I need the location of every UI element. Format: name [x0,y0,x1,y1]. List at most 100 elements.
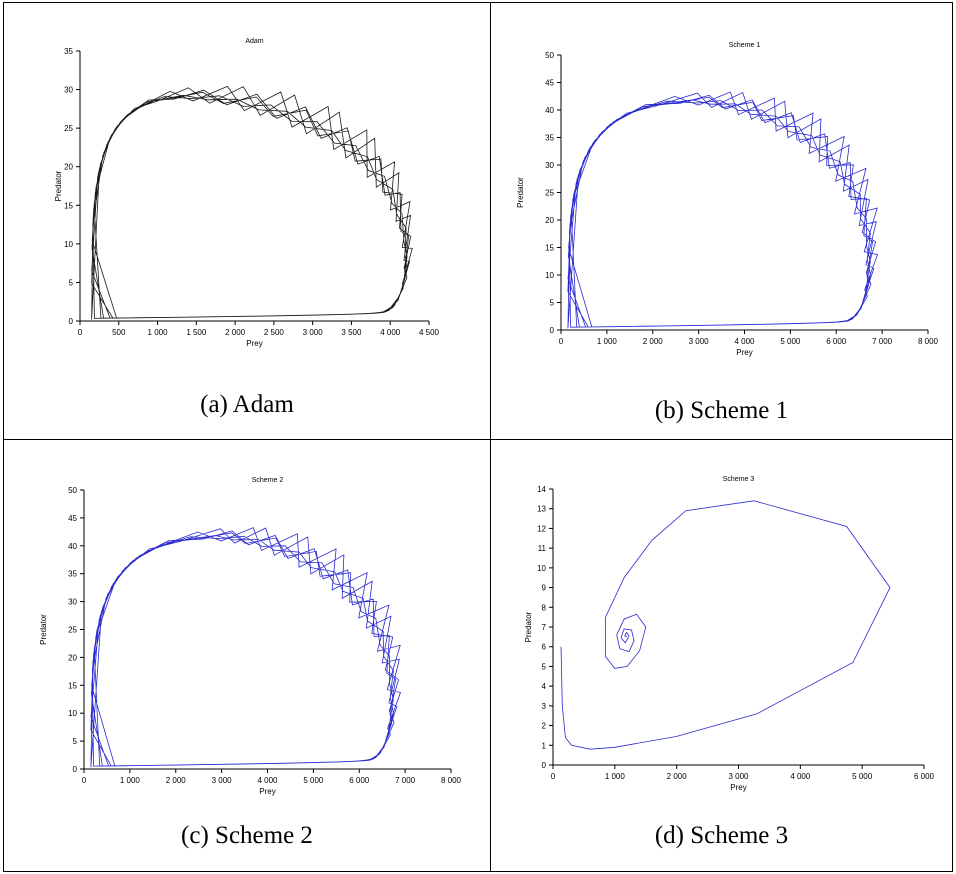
y-tick-label: 12 [537,524,546,533]
x-tick-label: 4 000 [380,328,401,337]
chart-adam: 0 500 1 000 1 500 2 000 2 500 3 000 3 500 4 000 4… [54,38,440,348]
y-tick-label: 45 [68,514,77,523]
y-tick-label: 15 [545,244,554,253]
y-tick-label: 9 [542,584,547,593]
y-tick-label: 30 [545,161,554,170]
y-tick-label: 30 [68,598,77,607]
y-tick-label: 1 [542,741,547,750]
caption-d: (d) Scheme 3 [654,822,789,849]
y-tick-label: 10 [68,709,77,718]
x-tick-label: 3 000 [689,337,710,346]
y-tick-label: 15 [68,681,77,690]
y-tick-label: 20 [64,163,73,172]
x-tick-label: 500 [112,328,126,337]
y-tick-label: 14 [537,485,546,494]
x-tick-label: 3 000 [728,772,749,781]
y-tick-label: 15 [64,201,73,210]
x-tick-label: 4 000 [790,772,811,781]
y-tick-label: 10 [537,564,546,573]
y-tick-label: 4 [542,682,547,691]
x-tick-label: 7 000 [395,776,416,785]
chart-title: Adam [245,38,263,45]
y-tick-label: 45 [545,79,554,88]
y-tick-label: 35 [68,570,77,579]
y-tick-label: 25 [545,189,554,198]
x-tick-label: 0 [82,776,87,785]
y-tick-label: 40 [545,106,554,115]
x-tick-label: 1 000 [120,776,141,785]
y-tick-label: 20 [68,653,77,662]
y-tick-label: 3 [542,702,547,711]
x-tick-label: 2 000 [667,772,688,781]
x-tick-label: 1 000 [605,772,626,781]
panel-b: 0 1 000 2 000 3 000 4 000 5 000 6 000 7 000 8 00… [491,3,952,439]
vertical-divider [490,3,491,871]
y-tick-label: 10 [64,240,73,249]
x-tick-label: 4 000 [734,337,755,346]
y-tick-label: 0 [542,761,547,770]
x-tick-label: 1 000 [148,328,169,337]
y-tick-label: 25 [68,626,77,635]
y-axis-label: Predator [524,611,533,642]
x-tick-label: 6 000 [914,772,935,781]
y-tick-label: 30 [64,86,73,95]
y-tick-label: 5 [69,278,74,287]
x-tick-label: 2 500 [264,328,285,337]
x-tick-label: 2 000 [166,776,187,785]
caption-a: (a) Adam [200,391,294,418]
x-tick-label: 8 000 [441,776,462,785]
y-tick-label: 35 [64,47,73,56]
caption-c: (c) Scheme 2 [181,822,313,849]
y-tick-label: 11 [538,544,547,553]
y-tick-label: 6 [542,643,547,652]
y-tick-label: 10 [545,271,554,280]
chart-scheme-2: 0 1 000 2 000 3 000 4 000 5 000 6 000 7 000 8 00… [39,477,462,796]
y-tick-label: 2 [542,722,547,731]
caption-b: (b) Scheme 1 [654,397,789,424]
y-tick-label: 40 [68,542,77,551]
y-tick-label: 20 [545,216,554,225]
figure-grid: 0 500 1 000 1 500 2 000 2 500 3 000 3 500 4 000 4… [3,2,953,872]
x-tick-label: 3 000 [303,328,324,337]
series-line [90,527,402,768]
x-tick-label: 8 000 [918,337,939,346]
y-tick-label: 5 [542,662,547,671]
panel-c: 0 1 000 2 000 3 000 4 000 5 000 6 000 7 000 8 00… [4,440,490,871]
y-tick-label: 25 [64,124,73,133]
y-tick-label: 5 [73,737,78,746]
horizontal-divider [4,439,952,440]
y-tick-label: 0 [550,326,555,335]
x-tick-label: 4 500 [419,328,440,337]
x-axis-label: Prey [246,339,262,348]
y-tick-label: 50 [68,486,77,495]
x-tick-label: 7 000 [872,337,893,346]
y-tick-label: 0 [73,765,78,774]
series-line [91,85,413,320]
x-tick-label: 3 500 [341,328,362,337]
x-tick-label: 3 000 [212,776,233,785]
series-line [567,91,879,329]
y-tick-label: 35 [545,134,554,143]
x-tick-label: 2 000 [643,337,664,346]
x-tick-label: 6 000 [349,776,370,785]
x-tick-label: 6 000 [826,337,847,346]
y-tick-label: 5 [550,299,555,308]
y-tick-label: 50 [545,51,554,60]
y-tick-label: 8 [542,603,547,612]
y-axis-label: Predator [39,614,48,645]
y-axis-label: Predator [516,177,525,208]
x-tick-label: 1 500 [186,328,207,337]
y-tick-label: 0 [69,317,74,326]
x-axis-label: Prey [259,787,275,796]
chart-scheme-1: 0 1 000 2 000 3 000 4 000 5 000 6 000 7 000 8 00… [516,42,939,357]
x-tick-label: 5 000 [852,772,873,781]
panel-a: 0 500 1 000 1 500 2 000 2 500 3 000 3 500 4 000 4… [4,3,490,439]
x-tick-label: 5 000 [780,337,801,346]
y-axis-label: Predator [54,170,63,201]
chart-title: Scheme 2 [252,477,284,484]
series-line [560,500,891,750]
x-tick-label: 0 [78,328,83,337]
x-axis-label: Prey [730,783,746,792]
